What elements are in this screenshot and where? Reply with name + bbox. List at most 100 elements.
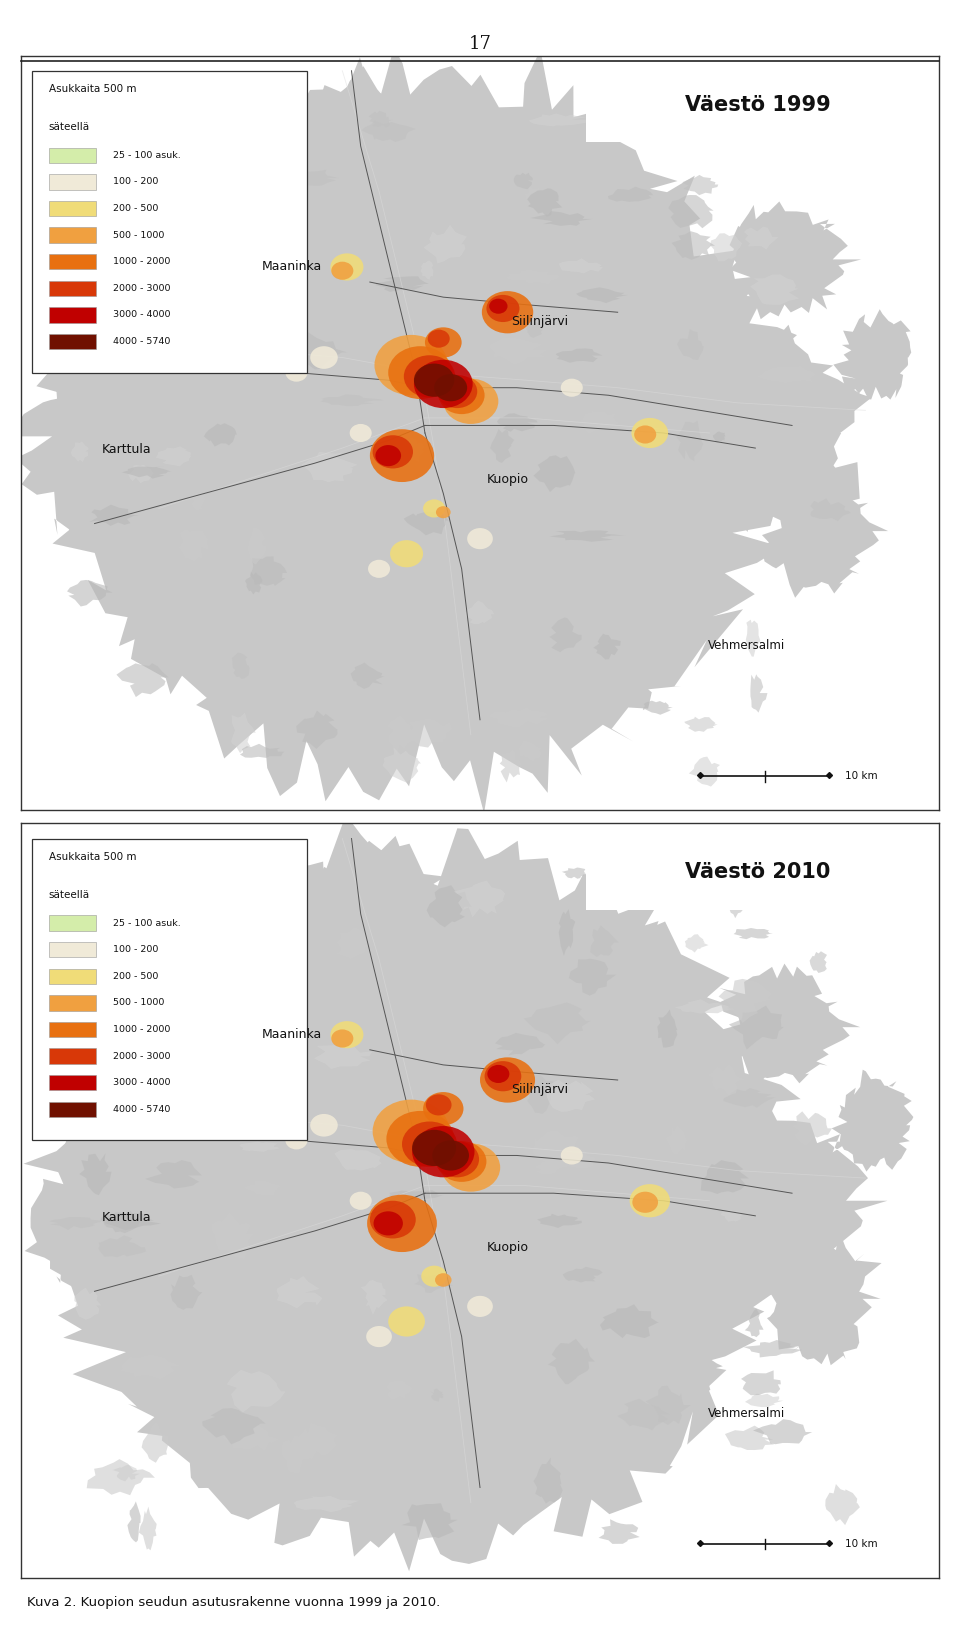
Circle shape: [330, 254, 364, 280]
Polygon shape: [495, 652, 569, 712]
Polygon shape: [725, 1426, 774, 1450]
Circle shape: [488, 1066, 510, 1084]
Polygon shape: [527, 188, 563, 216]
Circle shape: [412, 1126, 474, 1177]
Bar: [32, 838, 307, 1141]
Polygon shape: [375, 277, 429, 291]
Text: Maaninka: Maaninka: [262, 260, 322, 273]
Polygon shape: [67, 579, 112, 607]
Polygon shape: [490, 337, 547, 365]
Circle shape: [414, 360, 472, 408]
Circle shape: [232, 319, 251, 336]
Text: 200 - 500: 200 - 500: [113, 972, 158, 981]
Polygon shape: [750, 275, 799, 304]
Polygon shape: [675, 999, 734, 1013]
Circle shape: [633, 1192, 658, 1213]
Polygon shape: [192, 917, 250, 946]
Text: 10 km: 10 km: [845, 771, 877, 781]
Circle shape: [366, 1326, 392, 1347]
Circle shape: [372, 435, 413, 468]
Text: 4000 - 5740: 4000 - 5740: [113, 1105, 170, 1113]
Polygon shape: [701, 1161, 749, 1193]
Polygon shape: [276, 170, 339, 188]
Circle shape: [349, 1192, 372, 1210]
Polygon shape: [576, 288, 628, 303]
Polygon shape: [47, 192, 137, 288]
Polygon shape: [658, 1010, 678, 1048]
Polygon shape: [169, 234, 230, 250]
Polygon shape: [743, 1341, 802, 1357]
Text: 500 - 1000: 500 - 1000: [113, 231, 164, 239]
Polygon shape: [708, 1064, 747, 1095]
Circle shape: [373, 1211, 403, 1236]
Text: 25 - 100 asuk.: 25 - 100 asuk.: [113, 151, 180, 160]
Polygon shape: [128, 1501, 140, 1542]
Polygon shape: [86, 1459, 155, 1495]
Bar: [49, 147, 96, 164]
Polygon shape: [25, 1105, 204, 1318]
Polygon shape: [183, 1094, 243, 1128]
Polygon shape: [171, 1275, 203, 1310]
Polygon shape: [677, 421, 703, 462]
Polygon shape: [71, 442, 88, 462]
Polygon shape: [227, 1370, 285, 1413]
Polygon shape: [562, 868, 587, 879]
Polygon shape: [548, 1339, 595, 1385]
Polygon shape: [505, 270, 560, 285]
Polygon shape: [297, 1423, 338, 1460]
Polygon shape: [52, 964, 135, 1067]
Circle shape: [367, 1195, 437, 1252]
Polygon shape: [745, 1393, 783, 1408]
Polygon shape: [688, 756, 720, 787]
Text: Asukkaita 500 m: Asukkaita 500 m: [49, 853, 136, 863]
Circle shape: [414, 363, 454, 396]
Polygon shape: [297, 710, 337, 750]
Bar: [49, 254, 96, 270]
Polygon shape: [729, 1005, 783, 1049]
Polygon shape: [386, 1380, 413, 1400]
Polygon shape: [751, 674, 767, 712]
Bar: [49, 201, 96, 216]
Polygon shape: [276, 47, 487, 278]
Circle shape: [437, 375, 477, 408]
Text: Kuopio: Kuopio: [487, 1241, 529, 1254]
Polygon shape: [112, 1465, 140, 1481]
Circle shape: [368, 560, 390, 578]
Polygon shape: [334, 1149, 381, 1170]
Polygon shape: [468, 386, 489, 401]
Polygon shape: [523, 1002, 590, 1044]
Text: 4000 - 5740: 4000 - 5740: [113, 337, 170, 345]
Text: Vehmersalmi: Vehmersalmi: [708, 640, 784, 652]
Circle shape: [487, 295, 519, 322]
Text: Karttula: Karttula: [102, 1211, 152, 1224]
Circle shape: [632, 417, 668, 449]
Polygon shape: [294, 1496, 359, 1513]
Bar: [49, 1021, 96, 1038]
Circle shape: [390, 540, 423, 568]
Polygon shape: [129, 465, 155, 483]
Polygon shape: [530, 211, 592, 226]
Circle shape: [436, 506, 450, 519]
Bar: [32, 70, 307, 373]
Polygon shape: [388, 715, 414, 755]
Polygon shape: [514, 172, 533, 188]
Polygon shape: [231, 712, 255, 753]
Polygon shape: [166, 1319, 272, 1414]
Circle shape: [310, 1113, 338, 1136]
Text: 3000 - 4000: 3000 - 4000: [113, 1079, 170, 1087]
Circle shape: [412, 1130, 456, 1166]
Polygon shape: [684, 717, 717, 732]
Polygon shape: [403, 512, 448, 535]
Polygon shape: [593, 634, 621, 660]
Polygon shape: [683, 1105, 887, 1300]
Circle shape: [435, 1274, 451, 1287]
Text: Siilinjärvi: Siilinjärvi: [511, 1082, 568, 1095]
Polygon shape: [741, 1370, 780, 1395]
Circle shape: [349, 424, 372, 442]
Polygon shape: [156, 447, 191, 467]
Polygon shape: [80, 1154, 111, 1195]
Polygon shape: [665, 324, 872, 532]
Polygon shape: [466, 601, 494, 624]
Polygon shape: [314, 1043, 372, 1069]
Circle shape: [423, 1092, 464, 1125]
